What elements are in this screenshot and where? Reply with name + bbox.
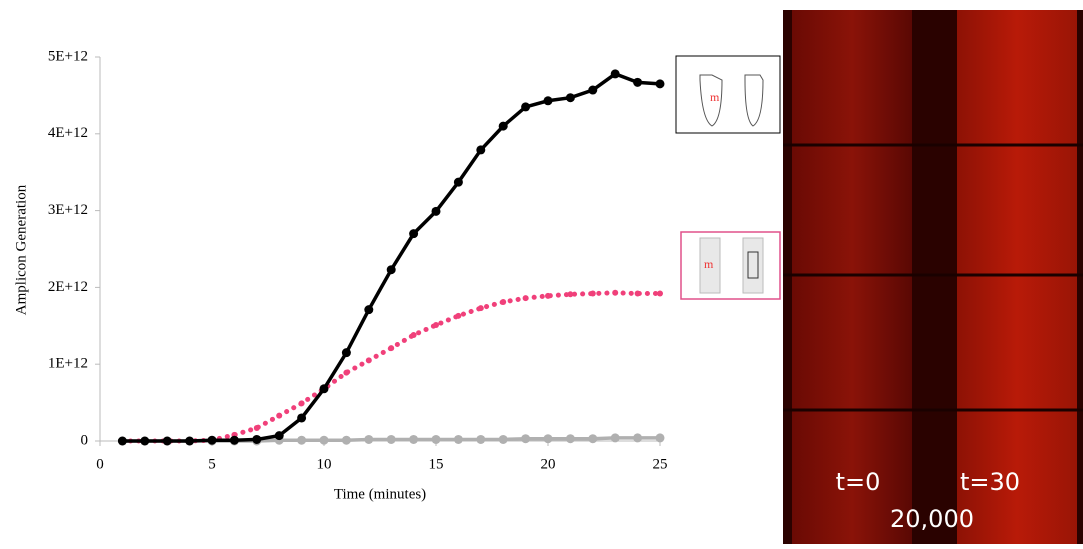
data-point xyxy=(276,412,283,419)
data-point xyxy=(253,424,260,431)
data-point xyxy=(588,85,598,95)
image-label: t=30 xyxy=(960,468,1020,496)
series-line xyxy=(120,71,662,443)
data-point xyxy=(319,435,329,445)
data-point xyxy=(655,79,665,89)
data-point xyxy=(453,434,463,444)
data-point xyxy=(343,369,350,376)
data-point xyxy=(229,435,239,445)
y-tick-label: 5E+12 xyxy=(48,48,88,64)
fluorescence-image: t=0 t=30 20,000 xyxy=(783,10,1083,544)
data-point xyxy=(409,434,419,444)
data-point xyxy=(162,436,172,446)
data-point xyxy=(610,69,620,79)
data-point xyxy=(364,305,374,315)
data-point xyxy=(521,102,531,112)
data-point xyxy=(567,291,574,298)
data-point xyxy=(117,436,127,446)
data-point xyxy=(498,121,508,131)
data-point xyxy=(588,434,598,444)
data-point xyxy=(633,433,643,443)
data-point xyxy=(565,93,575,103)
data-point xyxy=(633,77,643,87)
y-tick-label: 3E+12 xyxy=(48,202,88,218)
data-point xyxy=(455,312,462,319)
legend-icon-tubes: m xyxy=(675,55,781,134)
data-point xyxy=(453,177,463,187)
data-point xyxy=(565,434,575,444)
data-point xyxy=(297,435,307,445)
data-point xyxy=(521,434,531,444)
data-point xyxy=(610,433,620,443)
y-tick-label: 0 xyxy=(81,432,89,448)
data-point xyxy=(634,290,641,297)
data-point xyxy=(341,435,351,445)
data-point xyxy=(364,434,374,444)
data-point xyxy=(543,96,553,106)
x-tick-label: 0 xyxy=(96,456,104,472)
data-point xyxy=(365,357,372,364)
y-axis-label: Amplicon Generation xyxy=(13,184,29,315)
data-point xyxy=(409,229,419,239)
data-point xyxy=(140,436,150,446)
x-tick-label: 5 xyxy=(208,456,216,472)
data-point xyxy=(388,345,395,352)
data-point xyxy=(297,413,307,423)
data-point xyxy=(498,434,508,444)
data-point xyxy=(476,434,486,444)
data-point xyxy=(589,290,596,297)
data-point xyxy=(298,400,305,407)
data-point xyxy=(477,305,484,312)
y-tick-label: 4E+12 xyxy=(48,125,88,141)
data-point xyxy=(657,290,663,297)
svg-text:m: m xyxy=(704,257,714,271)
x-tick-label: 25 xyxy=(653,456,668,472)
y-tick-label: 2E+12 xyxy=(48,279,88,295)
data-point xyxy=(522,295,529,302)
y-tick-label: 1E+12 xyxy=(48,356,88,372)
data-point xyxy=(252,434,262,444)
data-point xyxy=(386,434,396,444)
x-tick-label: 15 xyxy=(429,456,444,472)
data-point xyxy=(410,332,417,339)
data-point xyxy=(386,265,396,275)
svg-text:m: m xyxy=(710,90,720,104)
x-tick-label: 20 xyxy=(541,456,556,472)
legend-icon-strips: m xyxy=(680,231,781,300)
data-point xyxy=(500,298,507,305)
data-point xyxy=(274,431,284,441)
data-point xyxy=(612,289,619,296)
x-tick-label: 10 xyxy=(317,456,332,472)
data-point xyxy=(185,436,195,446)
data-point xyxy=(545,292,551,299)
data-point xyxy=(433,322,439,329)
series-line xyxy=(119,290,663,444)
x-axis-label: Time (minutes) xyxy=(334,486,426,502)
data-point xyxy=(319,384,329,394)
data-point xyxy=(341,348,351,358)
image-label: 20,000 xyxy=(890,505,974,533)
image-label: t=0 xyxy=(836,468,881,496)
data-point xyxy=(476,145,486,155)
data-point xyxy=(543,434,553,444)
data-point xyxy=(431,206,441,216)
data-point xyxy=(207,435,217,445)
data-point xyxy=(431,434,441,444)
data-point xyxy=(655,433,665,443)
